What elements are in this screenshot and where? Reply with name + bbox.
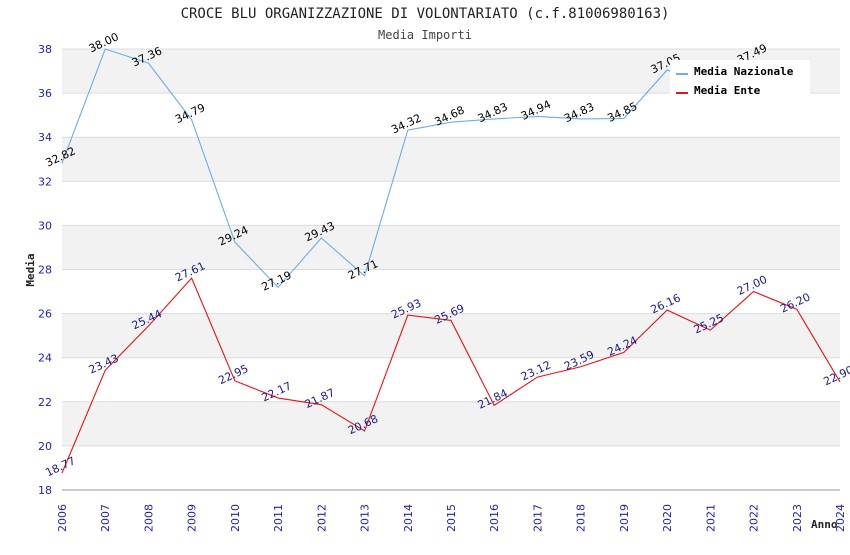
- chart-title: CROCE BLU ORGANIZZAZIONE DI VOLONTARIATO…: [181, 6, 670, 22]
- y-ticks: 18 20 22 24 26 28 30 32 34 36 38: [38, 43, 52, 497]
- legend-label: Media Nazionale: [694, 65, 794, 78]
- x-tick-label: 2007: [99, 504, 112, 532]
- grid-band: [62, 401, 840, 446]
- x-tick-label: 2022: [748, 504, 761, 532]
- y-tick-label: 20: [38, 440, 52, 453]
- x-tick-label: 2006: [56, 504, 69, 532]
- y-axis-label: Media: [24, 253, 37, 286]
- x-tick-label: 2008: [142, 504, 155, 532]
- x-tick-label: 2013: [359, 504, 372, 532]
- series-line-media-ente: [61, 277, 841, 474]
- legend-label: Media Ente: [694, 84, 761, 97]
- grid-band: [62, 181, 840, 226]
- y-tick-label: 30: [38, 219, 52, 232]
- x-tick-label: 2017: [531, 504, 544, 532]
- legend: Media Nazionale Media Ente: [670, 60, 810, 98]
- y-tick-label: 22: [38, 396, 52, 409]
- series-line-media-nazionale: [61, 48, 754, 289]
- x-tick-label: 2012: [315, 504, 328, 532]
- x-axis-label: Anno: [811, 518, 838, 531]
- grid-bands: [62, 49, 840, 490]
- x-tick-label: 2014: [402, 504, 415, 532]
- series-lines: [61, 48, 841, 474]
- x-tick-label: 2024: [834, 504, 847, 532]
- grid-band: [62, 225, 840, 270]
- legend-box: [670, 60, 810, 98]
- x-tick-label: 2020: [661, 504, 674, 532]
- y-tick-label: 26: [38, 308, 52, 321]
- y-tick-label: 28: [38, 264, 52, 277]
- y-tick-label: 32: [38, 175, 52, 188]
- x-tick-label: 2018: [575, 504, 588, 532]
- x-tick-label: 2010: [229, 504, 242, 532]
- grid-band: [62, 445, 840, 490]
- grid-band: [62, 137, 840, 182]
- y-tick-label: 38: [38, 43, 52, 56]
- x-tick-label: 2015: [445, 504, 458, 532]
- y-tick-label: 36: [38, 87, 52, 100]
- x-tick-label: 2016: [488, 504, 501, 532]
- x-tick-label: 2023: [791, 504, 804, 532]
- grid-band: [62, 269, 840, 314]
- chart-subtitle: Media Importi: [378, 28, 472, 42]
- x-tick-label: 2021: [704, 504, 717, 532]
- grid-band: [62, 93, 840, 138]
- y-tick-label: 34: [38, 131, 52, 144]
- x-ticks: 2006 2007 2008 2009 2010 2011 2012 2013 2014 2015…: [56, 504, 847, 532]
- y-tick-label: 24: [38, 352, 52, 365]
- x-tick-label: 2019: [618, 504, 631, 532]
- x-tick-label: 2011: [272, 504, 285, 532]
- grid-band: [62, 357, 840, 402]
- x-tick-label: 2009: [186, 504, 199, 532]
- y-tick-label: 18: [38, 484, 52, 497]
